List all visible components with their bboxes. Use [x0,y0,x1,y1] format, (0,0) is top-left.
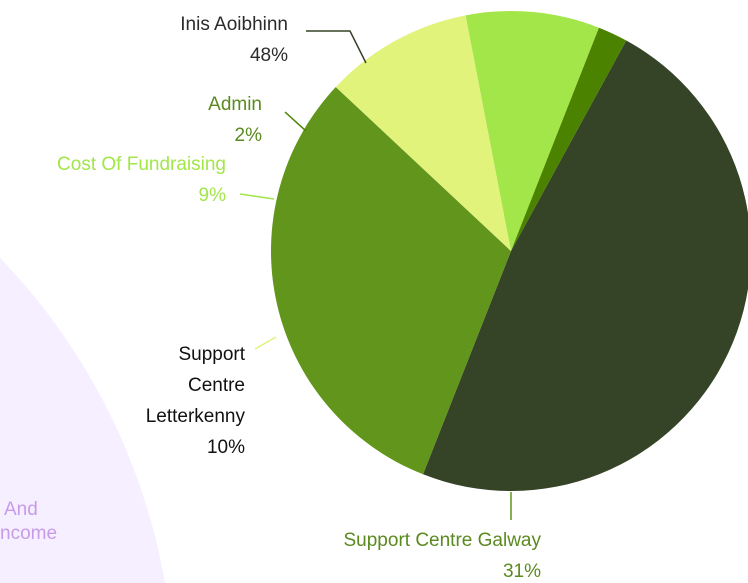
slice-percent: 2% [235,125,263,146]
leader-line-1 [306,30,367,64]
background-text-line-1: And [4,499,38,520]
pie-slice-2 [270,87,511,475]
slice-name: Inis Aoibhinn [180,14,288,35]
pie-slice-4 [465,11,599,251]
slice-name: Support Centre Galway [344,530,542,551]
slice-label-2: Support Centre Galway 31% [344,530,542,582]
pie-slice-1 [423,40,748,492]
slice-name: Support [178,344,245,365]
leader-lines [239,30,512,520]
slice-label-4: Cost Of Fundraising 9% [57,154,226,206]
leader-line-4 [239,193,275,200]
pie-slice-3 [335,15,511,251]
slice-name: Cost Of Fundraising [57,154,226,175]
slice-percent: 48% [250,45,288,66]
slice-percent: 31% [503,561,541,582]
background-text-line-2: ncome [0,523,58,544]
slice-percent: 9% [199,185,227,206]
leader-line-5 [284,111,307,132]
slice-name: Letterkenny [146,406,246,427]
slice-name: Centre [188,375,245,396]
slice-percent: 10% [207,437,245,458]
slice-label-1: Inis Aoibhinn 48% [180,14,288,66]
slice-label-5: Admin 2% [208,94,262,146]
slice-labels: Inis Aoibhinn 48% Support Centre Galway 31%… [57,14,541,582]
slice-name: Admin [208,94,262,115]
leader-line-3 [254,336,277,350]
pie-slice-5 [511,27,627,252]
slice-label-3: Support Centre Letterkenny 10% [146,344,246,458]
pie-slices [270,11,748,492]
background-text: And ncome [0,498,120,546]
